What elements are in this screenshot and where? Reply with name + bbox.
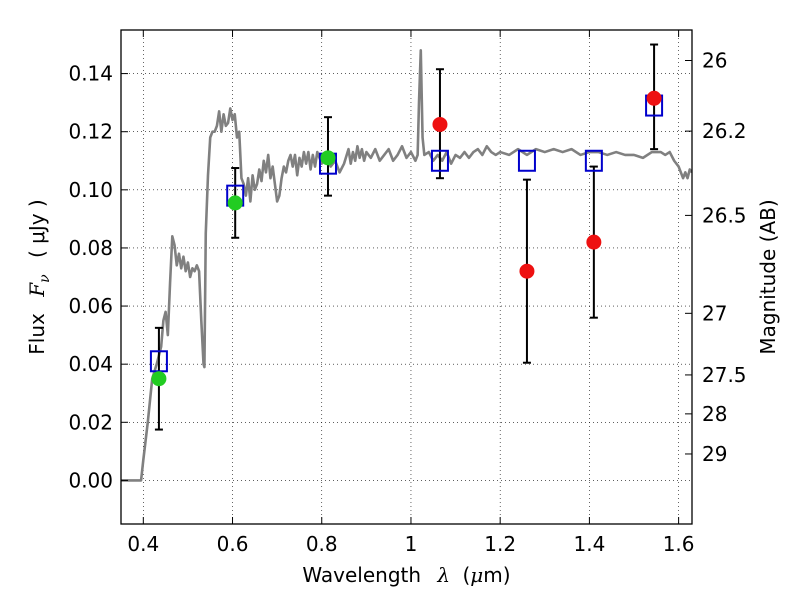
model-photometry-square <box>584 149 603 172</box>
y-tick-label: 0.08 <box>68 236 113 260</box>
green-point-marker <box>151 371 167 387</box>
model-photometry-square <box>517 149 536 172</box>
x-tick-label: 1.6 <box>663 532 695 556</box>
x-tick-label: 1 <box>405 532 418 556</box>
y-axis-label-symbol-sub: ν <box>37 274 53 283</box>
y-tick-label: 0.04 <box>68 352 113 376</box>
x-axis-label-unit-mu: μ <box>470 563 483 587</box>
red-point-marker <box>519 263 535 279</box>
y-tick-label: 0.14 <box>68 62 113 86</box>
x-tick-label: 0.4 <box>127 532 159 556</box>
y-tick-label: 0.12 <box>68 120 113 144</box>
green-point-marker <box>320 150 336 166</box>
x-tick-label: 0.8 <box>306 532 338 556</box>
y2-tick-label: 26 <box>702 49 727 73</box>
y-tick-label: 0.02 <box>68 410 113 434</box>
green-point-marker <box>227 195 243 211</box>
y2-tick-label: 27 <box>702 301 727 325</box>
x-axis-label-unit-rest: m) <box>483 563 510 587</box>
red-point-marker <box>646 90 662 106</box>
y-axis-label-text: Flux <box>25 313 49 355</box>
y-tick-label: 0.06 <box>68 294 113 318</box>
y-axis-label-symbol: F <box>25 282 49 298</box>
y-axis-label-unit: ( μJy ) <box>25 199 49 258</box>
plot-frame <box>120 29 693 525</box>
y2-tick-label: 27.5 <box>702 363 747 387</box>
x-axis-label: Wavelength λ (μm) <box>302 563 510 587</box>
x-tick-label: 1.2 <box>484 532 516 556</box>
grid-lines <box>121 30 692 524</box>
x-axis-label-symbol: λ <box>436 563 450 587</box>
x-tick-label: 0.6 <box>217 532 249 556</box>
model-spectrum-line <box>121 49 692 482</box>
red-point-marker <box>586 234 602 250</box>
model-photometry-square <box>430 149 449 172</box>
y2-tick-label: 26.5 <box>702 203 747 227</box>
y2-tick-label: 28 <box>702 402 727 426</box>
y2-axis-label: Magnitude (AB) <box>756 199 780 354</box>
y2-tick-label: 29 <box>702 442 727 466</box>
axis-ticks: 0.4 0.6 0.8 1 1.2 1.4 1.6 0.00 0.02 0.04 0.06 0.08 0… <box>68 30 747 556</box>
red-point-marker <box>432 116 448 132</box>
x-axis-label-unit-open: ( <box>462 563 470 587</box>
plot-area <box>121 43 692 482</box>
y-tick-label: 0.00 <box>68 468 113 492</box>
y-tick-label: 0.10 <box>68 178 113 202</box>
x-tick-label: 1.4 <box>573 532 605 556</box>
y2-tick-label: 26.2 <box>702 119 747 143</box>
y-axis-label: Flux Fν ( μJy ) <box>25 199 54 354</box>
x-axis-label-text: Wavelength <box>302 563 421 587</box>
